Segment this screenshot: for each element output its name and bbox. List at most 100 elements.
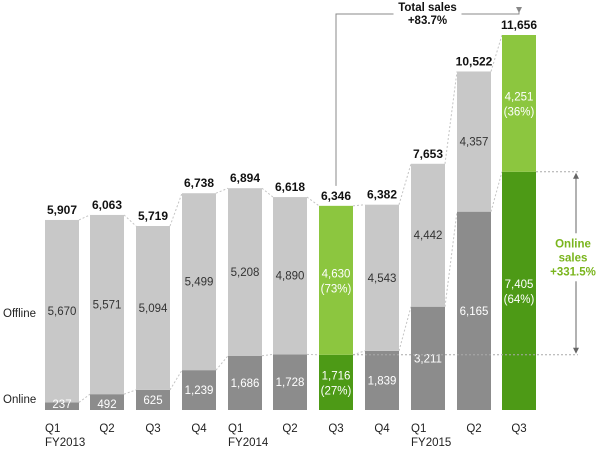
online-value-label: 492	[97, 399, 116, 411]
total-label: 6,382	[367, 188, 397, 202]
online-connector-line	[352, 350, 366, 356]
online-connector-line	[398, 306, 412, 351]
online-sales-annotation-bg	[550, 233, 596, 282]
category-tick-label: Q2	[466, 423, 481, 435]
arrow-head-down-icon	[573, 347, 579, 354]
bar-offline	[228, 188, 262, 356]
online-value-label: 1,839	[368, 375, 397, 387]
total-label: 6,618	[275, 180, 305, 194]
online-value-label: 237	[52, 399, 71, 411]
online-value-label: 3,211	[414, 353, 442, 365]
bar-offline	[319, 205, 353, 355]
total-label: 6,346	[321, 189, 351, 203]
bar-offline	[457, 71, 491, 212]
total-connector-line	[261, 187, 274, 198]
offline-value-label: 5,208	[231, 267, 260, 279]
bar-online	[182, 370, 216, 410]
offline-value-label: 5,670	[48, 306, 77, 318]
bar-online	[45, 402, 79, 410]
bar-offline	[411, 163, 445, 307]
offline-value-label: 4,543	[368, 273, 397, 285]
online-value-label: 1,728	[276, 377, 305, 389]
offline-value-label: 4,357	[460, 137, 489, 149]
total-connector-line	[398, 163, 412, 205]
total-label: 5,907	[47, 203, 77, 217]
offline-side-label: Offline	[3, 308, 36, 320]
category-tick-label: FY2013	[45, 437, 85, 449]
category-tick-label: Q2	[282, 423, 297, 435]
bar-online	[319, 354, 353, 410]
online-value-label: 1,686	[231, 378, 260, 390]
total-label: 10,522	[456, 54, 493, 68]
offline-value-label: 5,499	[185, 277, 214, 289]
arrow-head-up-icon	[573, 172, 579, 179]
total-connector-line	[123, 214, 137, 227]
total-connector-line	[169, 193, 183, 227]
total-connector-line	[444, 71, 458, 164]
total-label: 6,738	[184, 176, 214, 190]
online-sales-annotation: +331.5%	[550, 266, 596, 278]
total-connector-line	[352, 204, 366, 207]
total-connector-line	[306, 196, 320, 207]
bar-offline	[45, 219, 79, 403]
category-tick-label: Q3	[511, 423, 526, 435]
category-tick-label: Q3	[328, 423, 343, 435]
bar-offline	[90, 214, 124, 395]
online-connector-line	[78, 393, 91, 403]
category-tick-label: Q1	[45, 423, 60, 435]
category-tick-label: Q3	[145, 423, 160, 435]
bar-online	[90, 394, 124, 410]
online-connector-line	[123, 389, 137, 395]
online-side-label: Online	[3, 394, 36, 406]
bar-online	[365, 350, 399, 410]
total-sales-annotation: Total sales	[398, 2, 457, 14]
online-connector-line	[444, 211, 458, 307]
category-tick-label: Q1	[411, 423, 426, 435]
bar-online	[273, 354, 307, 410]
category-tick-label: Q4	[374, 423, 390, 435]
arrow-head-down-icon	[516, 7, 522, 13]
labels-layer: 5,907 5,670 237 Q1 FY2013 6,063 5,571 492 Q2 5,71…	[45, 18, 537, 449]
bar-online	[228, 355, 262, 410]
offline-value-label: 4,251	[505, 91, 534, 103]
online-share-label: (64%)	[504, 294, 535, 306]
offline-value-label: 5,571	[93, 300, 122, 312]
bar-offline	[182, 193, 216, 371]
annotations-layer: Online sales +331.5% Total sales+83.7%	[335, 0, 596, 356]
bar-online	[502, 171, 536, 410]
online-connector-line	[261, 353, 274, 357]
online-sales-annotation: Online	[555, 238, 591, 250]
bar-offline	[273, 197, 307, 355]
offline-value-label: 4,442	[414, 230, 443, 242]
online-sales-annotation: sales	[559, 252, 588, 264]
online-connector-line	[490, 171, 503, 212]
bar-online	[457, 211, 491, 410]
bar-offline	[502, 35, 536, 172]
offline-share-label: (73%)	[321, 283, 352, 295]
bar-online	[411, 306, 445, 410]
category-tick-label: FY2015	[411, 437, 451, 449]
total-label: 7,653	[413, 147, 443, 161]
total-label: 6,063	[92, 198, 122, 212]
offline-share-label: (36%)	[504, 106, 535, 118]
total-label: 11,656	[501, 18, 537, 32]
offline-value-label: 4,630	[322, 268, 351, 280]
category-tick-label: Q4	[191, 423, 207, 435]
bar-offline	[365, 204, 399, 351]
bar-online	[136, 389, 170, 410]
total-connector-line	[490, 34, 503, 72]
offline-value-label: 4,890	[276, 271, 305, 283]
online-value-label: 1,239	[185, 385, 214, 397]
online-connector-line	[215, 355, 229, 371]
bars-layer	[45, 35, 536, 410]
online-value-label: 6,165	[460, 306, 489, 318]
total-sales-annotation-bg	[393, 0, 462, 28]
total-sales-annotation: +83.7%	[408, 15, 447, 27]
category-tick-label: Q1	[228, 423, 243, 435]
bar-offline	[136, 226, 170, 390]
online-share-label: (27%)	[321, 385, 352, 397]
total-connector-line	[78, 214, 91, 221]
online-value-label: 1,716	[322, 370, 351, 382]
category-tick-label: FY2014	[228, 437, 269, 449]
